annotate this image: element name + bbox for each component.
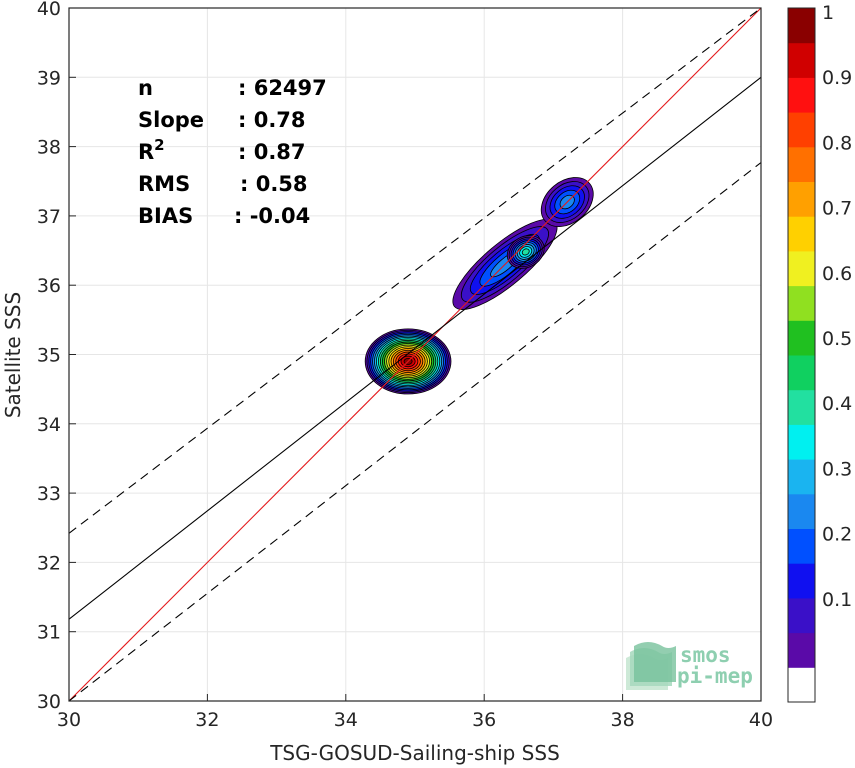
grid [68, 7, 762, 702]
y-tick-label: 32 [37, 552, 61, 574]
stat-label: BIAS [138, 204, 193, 228]
lower-bound-line [69, 162, 761, 701]
stat-value: : 62497 [238, 76, 327, 100]
density-contour [521, 248, 530, 256]
colorbar-segment [788, 528, 815, 564]
smos-logo: smos pi-mep [626, 642, 753, 690]
smos-logo-graphic [626, 642, 676, 690]
colorbar-segment [788, 216, 815, 252]
y-axis-label: Satellite SSS [1, 292, 25, 418]
density-cluster [506, 235, 545, 269]
upper-bound-line [69, 8, 761, 534]
y-tick-label: 35 [37, 345, 61, 367]
y-tick-label: 34 [37, 414, 61, 436]
x-tick-label: 30 [57, 709, 81, 731]
colorbar-frame [787, 7, 816, 703]
colorbar-tick-label: 0.2 [822, 524, 852, 546]
colorbar-tick-label: 0.5 [822, 328, 852, 350]
stat-value: : 0.78 [238, 108, 306, 132]
y-tick-label: 39 [37, 67, 61, 89]
y-ticks: 30 31 32 33 34 35 36 37 38 39 40 [37, 0, 76, 713]
logo-line1: smos [680, 643, 731, 667]
colorbar-segment [788, 8, 815, 44]
x-tick-label: 38 [611, 709, 635, 731]
colorbar-segment [788, 424, 815, 460]
colorbar-segment [788, 181, 815, 217]
regression-line [69, 76, 761, 620]
colorbar-segment [788, 77, 815, 113]
colorbar-tick-label: 1 [822, 2, 834, 24]
colorbar-segment [788, 146, 815, 182]
y-tick-label: 40 [37, 0, 61, 20]
y-tick-label: 37 [37, 206, 61, 228]
stats-box: n : 62497 Slope : 0.78 R2 : 0.87 RMS : 0.58 BIAS… [138, 76, 327, 228]
identity-line [69, 8, 761, 701]
x-tick-label: 36 [472, 709, 496, 731]
fit-lines [69, 8, 761, 701]
stat-label: n [138, 76, 153, 100]
colorbar-segment [788, 597, 815, 634]
colorbar-segment [788, 632, 815, 668]
colorbar-tick-label: 0.6 [822, 263, 852, 285]
x-tick-label: 40 [749, 709, 773, 731]
stat-value: : -0.04 [234, 204, 310, 228]
colorbar-tick-label: 0.4 [822, 393, 852, 415]
colorbar-segment [788, 42, 815, 78]
x-tick-label: 34 [334, 709, 358, 731]
colorbar-tick-label: 0.1 [822, 589, 852, 611]
colorbar-tick-label: 0.8 [822, 132, 852, 154]
colorbar-segment [788, 355, 815, 391]
x-ticks: 30 32 34 36 38 40 [57, 694, 773, 731]
colorbar-segment [788, 320, 815, 356]
logo-line2: pi-mep [677, 664, 753, 688]
y-tick-label: 30 [37, 691, 61, 713]
stat-label: R2 [138, 136, 165, 164]
y-tick-label: 31 [37, 622, 61, 644]
colorbar-tick-label: 0.7 [822, 198, 852, 220]
colorbar-segment [788, 563, 815, 599]
colorbar-segment [788, 667, 815, 703]
colorbar-segment [788, 459, 815, 495]
x-tick-label: 32 [195, 709, 219, 731]
stat-value: : 0.58 [240, 172, 308, 196]
colorbar-segment [788, 250, 815, 287]
colorbar-segment [788, 389, 815, 425]
x-axis-label: TSG-GOSUD-Sailing-ship SSS [269, 741, 560, 765]
y-tick-label: 38 [37, 137, 61, 159]
colorbar-segment [788, 285, 815, 321]
colorbar-tick-label: 0.3 [822, 458, 852, 480]
y-tick-label: 33 [37, 483, 61, 505]
colorbar: 0.1 0.2 0.3 0.4 0.5 0.6 0.7 0.8 0.9 1 [787, 2, 852, 703]
colorbar-segment [788, 112, 815, 148]
stat-value: : 0.87 [238, 140, 306, 164]
stat-label: Slope [138, 108, 204, 132]
stat-label: RMS [138, 172, 190, 196]
colorbar-tick-label: 0.9 [822, 67, 852, 89]
y-tick-label: 36 [37, 275, 61, 297]
colorbar-segment [788, 493, 815, 529]
